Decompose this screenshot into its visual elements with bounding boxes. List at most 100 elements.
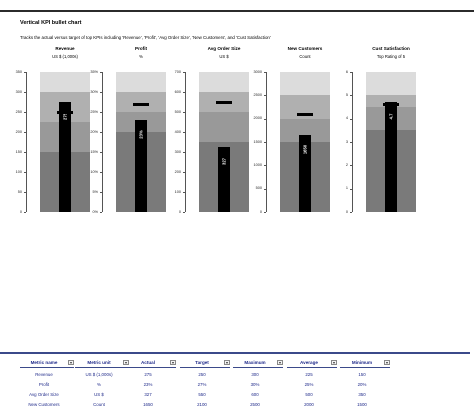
- y-tick-label: 2000: [253, 116, 262, 121]
- y-tick-mark: [24, 132, 26, 133]
- actual-value-label: 23%: [138, 130, 144, 139]
- y-tick-label: 300: [174, 149, 181, 154]
- filter-dropdown-button[interactable]: [384, 359, 390, 365]
- actual-bar: [59, 102, 71, 212]
- y-tick-label: 0%: [92, 209, 99, 214]
- table-cell: 27%: [197, 382, 207, 387]
- y-tick-mark: [100, 172, 102, 173]
- target-marker: [383, 103, 399, 107]
- table-cell: New Customers: [28, 402, 60, 407]
- header-underline: [126, 367, 176, 368]
- y-tick-label: 20%: [90, 129, 98, 134]
- chart-title: Avg Order Size: [207, 46, 241, 51]
- y-tick-mark: [100, 212, 102, 213]
- filter-dropdown-button[interactable]: [331, 359, 337, 365]
- table-cell: Profit: [38, 382, 50, 387]
- y-tick-label: 35%: [90, 69, 98, 74]
- y-tick-mark: [24, 72, 26, 73]
- y-tick-label: 6: [345, 69, 348, 74]
- y-tick-label: 100: [15, 169, 22, 174]
- y-tick-mark: [100, 112, 102, 113]
- chart-title: Profit: [135, 46, 147, 51]
- table-cell: Count: [93, 402, 105, 407]
- table-cell: Avg Order Size: [29, 392, 59, 397]
- table-cell: 275: [144, 372, 152, 377]
- chart-unit: %: [139, 54, 143, 59]
- table-cell: 250: [198, 372, 206, 377]
- y-tick-label: 0: [345, 209, 348, 214]
- y-tick-label: 100: [174, 189, 181, 194]
- y-tick-label: 3: [345, 139, 348, 144]
- y-tick-mark: [183, 112, 185, 113]
- y-tick-label: 2: [345, 162, 348, 167]
- y-tick-label: 5%: [92, 189, 99, 194]
- y-tick-mark: [24, 212, 26, 213]
- column-header: Target: [195, 360, 209, 365]
- y-axis-line: [352, 72, 353, 212]
- y-tick-label: 300: [15, 89, 22, 94]
- page-title: Vertical KPI bullet chart: [20, 20, 82, 26]
- header-underline: [340, 367, 390, 368]
- target-marker: [133, 102, 149, 106]
- y-tick-label: 1500: [253, 139, 262, 144]
- filter-dropdown-button[interactable]: [277, 359, 283, 365]
- column-header: Metric unit: [87, 360, 111, 365]
- chart-title: Cust Satisfaction: [372, 46, 410, 51]
- y-tick-mark: [350, 118, 352, 120]
- y-tick-mark: [350, 95, 352, 97]
- table-cell: US $ (1,000s): [85, 372, 113, 377]
- y-tick-label: 500: [174, 109, 181, 114]
- y-tick-label: 700: [174, 69, 181, 74]
- chart-unit: Count: [299, 54, 311, 59]
- y-tick-mark: [264, 165, 266, 167]
- table-cell: 550: [198, 392, 206, 397]
- column-header: Maximum: [244, 360, 266, 365]
- filter-dropdown-button[interactable]: [68, 359, 74, 365]
- table-cell: 2100: [197, 402, 207, 407]
- y-tick-mark: [183, 72, 185, 73]
- target-marker: [216, 100, 232, 104]
- filter-dropdown-button[interactable]: [123, 359, 129, 365]
- table-cell: 20%: [357, 382, 367, 387]
- actual-bar: [299, 135, 311, 212]
- y-tick-label: 600: [174, 89, 181, 94]
- table-top-rule: [0, 352, 470, 354]
- y-tick-label: 500: [255, 186, 262, 191]
- y-tick-mark: [350, 142, 352, 143]
- y-tick-label: 0: [259, 209, 262, 214]
- y-tick-label: 350: [15, 69, 22, 74]
- y-tick-label: 50: [17, 189, 22, 194]
- table-cell: 327: [144, 392, 152, 397]
- actual-bar: [218, 146, 230, 212]
- y-tick-label: 3000: [253, 69, 262, 74]
- table-cell: 225: [305, 372, 313, 377]
- y-tick-mark: [183, 132, 185, 133]
- actual-value-label: 275: [62, 113, 68, 120]
- filter-dropdown-button[interactable]: [170, 359, 176, 365]
- table-cell: 2500: [250, 402, 260, 407]
- actual-bar: [385, 102, 397, 212]
- actual-value-label: 4.7: [388, 113, 394, 120]
- chart-unit: US $: [219, 54, 229, 59]
- y-tick-mark: [264, 72, 266, 73]
- table-cell: 23%: [143, 382, 153, 387]
- y-tick-label: 1000: [253, 162, 262, 167]
- chart-unit: Top Rating of 5: [376, 54, 406, 59]
- y-tick-label: 0: [19, 209, 22, 214]
- filter-dropdown-button[interactable]: [224, 359, 230, 365]
- table-cell: %: [97, 382, 101, 387]
- header-underline: [180, 367, 230, 368]
- actual-value-label: 327: [221, 157, 227, 165]
- y-tick-label: 1: [345, 186, 348, 191]
- y-tick-mark: [183, 212, 185, 213]
- table-cell: 150: [358, 372, 366, 377]
- y-tick-mark: [100, 72, 102, 73]
- y-tick-mark: [350, 212, 352, 213]
- column-header: Metric name: [30, 360, 58, 365]
- table-cell: 600: [251, 392, 259, 397]
- page-subtitle: Tracks the actual versus target of top K…: [20, 35, 271, 40]
- chart-unit: US $ (1,000s): [52, 54, 78, 59]
- y-tick-mark: [183, 92, 185, 93]
- y-tick-label: 0: [178, 209, 181, 214]
- y-tick-label: 5: [345, 92, 348, 97]
